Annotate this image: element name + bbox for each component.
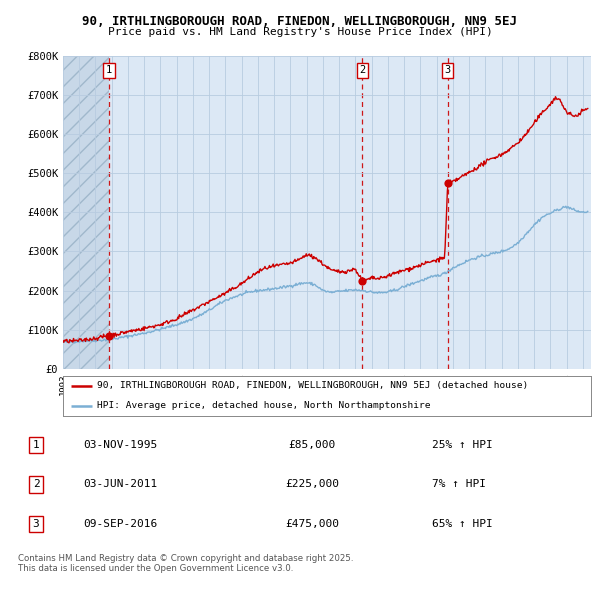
Text: 90, IRTHLINGBOROUGH ROAD, FINEDON, WELLINGBOROUGH, NN9 5EJ (detached house): 90, IRTHLINGBOROUGH ROAD, FINEDON, WELLI… (97, 381, 529, 391)
Text: 03-JUN-2011: 03-JUN-2011 (83, 480, 157, 489)
Text: £85,000: £85,000 (289, 440, 335, 450)
Text: 2: 2 (32, 480, 40, 489)
Text: 25% ↑ HPI: 25% ↑ HPI (432, 440, 493, 450)
Text: 1: 1 (106, 65, 112, 75)
Point (443, 178, 452, 188)
Text: Price paid vs. HM Land Registry's House Price Index (HPI): Price paid vs. HM Land Registry's House … (107, 27, 493, 37)
Text: £475,000: £475,000 (285, 519, 339, 529)
Text: £225,000: £225,000 (285, 480, 339, 489)
Text: 09-SEP-2016: 09-SEP-2016 (83, 519, 157, 529)
Text: 65% ↑ HPI: 65% ↑ HPI (432, 519, 493, 529)
Bar (63, 56, 109, 369)
Text: 03-NOV-1995: 03-NOV-1995 (83, 440, 157, 450)
Text: HPI: Average price, detached house, North Northamptonshire: HPI: Average price, detached house, Nort… (97, 401, 431, 411)
Text: 90, IRTHLINGBOROUGH ROAD, FINEDON, WELLINGBOROUGH, NN9 5EJ: 90, IRTHLINGBOROUGH ROAD, FINEDON, WELLI… (83, 15, 517, 28)
Text: Contains HM Land Registry data © Crown copyright and database right 2025.
This d: Contains HM Land Registry data © Crown c… (18, 554, 353, 573)
Point (104, 331, 114, 340)
Text: 3: 3 (32, 519, 40, 529)
Text: 1: 1 (32, 440, 40, 450)
Text: 2: 2 (359, 65, 365, 75)
Point (358, 276, 367, 286)
Text: 7% ↑ HPI: 7% ↑ HPI (432, 480, 486, 489)
Text: 3: 3 (445, 65, 451, 75)
